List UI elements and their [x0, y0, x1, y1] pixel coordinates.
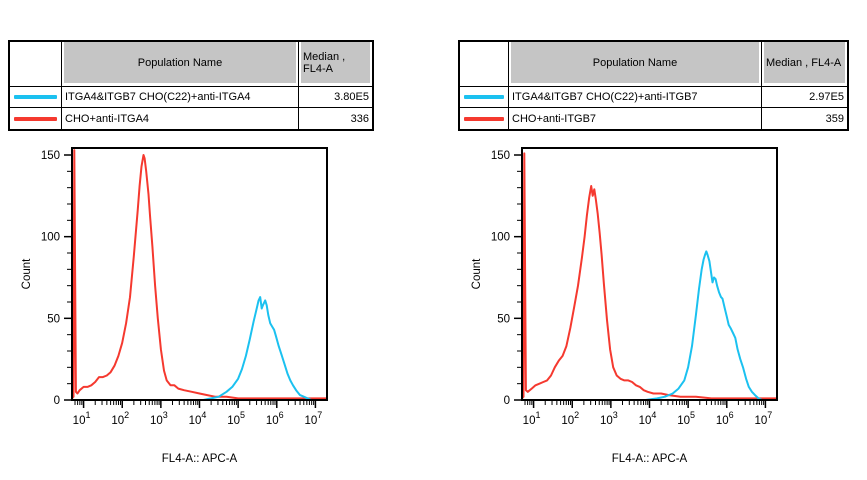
- y-axis-title: Count: [21, 258, 33, 289]
- y-tick-label: 100: [41, 232, 60, 244]
- population-name-label: CHO+anti-ITGA4: [65, 112, 150, 125]
- x-axis-title: FL4-A:: APC-A: [612, 453, 688, 465]
- x-tick-label: 101: [73, 410, 91, 427]
- x-tick-label: 105: [677, 410, 695, 427]
- y-axis-title: Count: [471, 258, 483, 289]
- population-name-cell[interactable]: ITGA4&ITGB7 CHO(C22)+anti-ITGA4: [62, 87, 299, 108]
- x-tick-label: 103: [600, 410, 618, 427]
- population-name-label: CHO+anti-ITGB7: [512, 112, 597, 125]
- y-tick-label: 0: [504, 395, 510, 407]
- legend-header-swatch: [10, 42, 62, 87]
- x-tick-label: 102: [561, 410, 579, 427]
- y-tick-label: 50: [497, 313, 510, 325]
- legend-swatch-cell[interactable]: [10, 87, 62, 108]
- population-name-label: ITGA4&ITGB7 CHO(C22)+anti-ITGB7: [512, 91, 698, 103]
- median-value-cell: 336: [299, 108, 372, 129]
- median-value-cell: 3.80E5: [299, 87, 372, 108]
- population-name-cell[interactable]: ITGA4&ITGB7 CHO(C22)+anti-ITGB7: [509, 87, 762, 108]
- median-value: 359: [825, 112, 844, 125]
- median-value-cell: 2.97E5: [762, 87, 847, 108]
- median-header-line2: FL4-A: [303, 62, 333, 75]
- series-color-line-red: [14, 116, 57, 121]
- legend-table-right: Population Name Median , FL4-A ITGA4&ITG…: [458, 40, 849, 131]
- y-tick-label: 150: [41, 150, 60, 162]
- x-tick-label: 107: [755, 410, 773, 427]
- x-tick-label: 101: [523, 410, 541, 427]
- red-histogram-curve: [521, 152, 778, 400]
- x-tick-label: 105: [227, 410, 245, 427]
- y-tick-label: 50: [47, 313, 60, 325]
- x-axis-title: FL4-A:: APC-A: [162, 453, 238, 465]
- header-fill: Population Name: [511, 42, 759, 83]
- population-name-header-label: Population Name: [592, 56, 678, 69]
- legend-header-median: Median , FL4-A: [299, 42, 372, 87]
- median-value: 3.80E5: [334, 91, 369, 103]
- plot-frame: [71, 147, 328, 401]
- x-tick-label: 102: [111, 410, 129, 427]
- plot-frame: [521, 147, 778, 401]
- legend-swatch-cell[interactable]: [460, 87, 509, 108]
- x-tick-label: 106: [716, 410, 734, 427]
- median-value: 2.97E5: [809, 91, 844, 103]
- y-tick-label: 150: [491, 150, 510, 162]
- legend-header-population: Population Name: [509, 42, 762, 87]
- legend-table-left: Population Name Median , FL4-A ITGA4&ITG…: [8, 40, 374, 131]
- x-tick-label: 107: [305, 410, 323, 427]
- header-fill: Median , FL4-A: [301, 42, 370, 83]
- series-color-line-cyan: [14, 95, 57, 99]
- legend-header-population: Population Name: [62, 42, 299, 87]
- median-header-line1: Median ,: [303, 50, 346, 63]
- median-value-cell: 359: [762, 108, 847, 129]
- median-value: 336: [350, 112, 369, 125]
- header-fill: Population Name: [64, 42, 296, 83]
- series-color-line-red: [464, 116, 504, 121]
- y-tick-label: 0: [54, 395, 60, 407]
- red-histogram-curve: [71, 149, 328, 400]
- y-tick-label: 100: [491, 232, 510, 244]
- series-color-line-cyan: [464, 95, 504, 99]
- legend-swatch-cell[interactable]: [460, 108, 509, 129]
- legend-header-median: Median , FL4-A: [762, 42, 847, 87]
- cyan-histogram-curve: [71, 296, 328, 401]
- x-tick-label: 104: [189, 410, 207, 427]
- x-tick-label: 106: [266, 410, 284, 427]
- cyan-histogram-curve: [521, 250, 778, 401]
- population-name-cell[interactable]: CHO+anti-ITGB7: [509, 108, 762, 129]
- legend-swatch-cell[interactable]: [10, 108, 62, 129]
- x-tick-label: 104: [639, 410, 657, 427]
- x-tick-label: 103: [150, 410, 168, 427]
- median-header-line1: Median , FL4-A: [766, 56, 842, 69]
- population-name-header-label: Population Name: [137, 56, 223, 69]
- population-name-label: ITGA4&ITGB7 CHO(C22)+anti-ITGA4: [65, 91, 251, 103]
- header-fill: Median , FL4-A: [764, 42, 845, 83]
- population-name-cell[interactable]: CHO+anti-ITGA4: [62, 108, 299, 129]
- legend-header-swatch: [460, 42, 509, 87]
